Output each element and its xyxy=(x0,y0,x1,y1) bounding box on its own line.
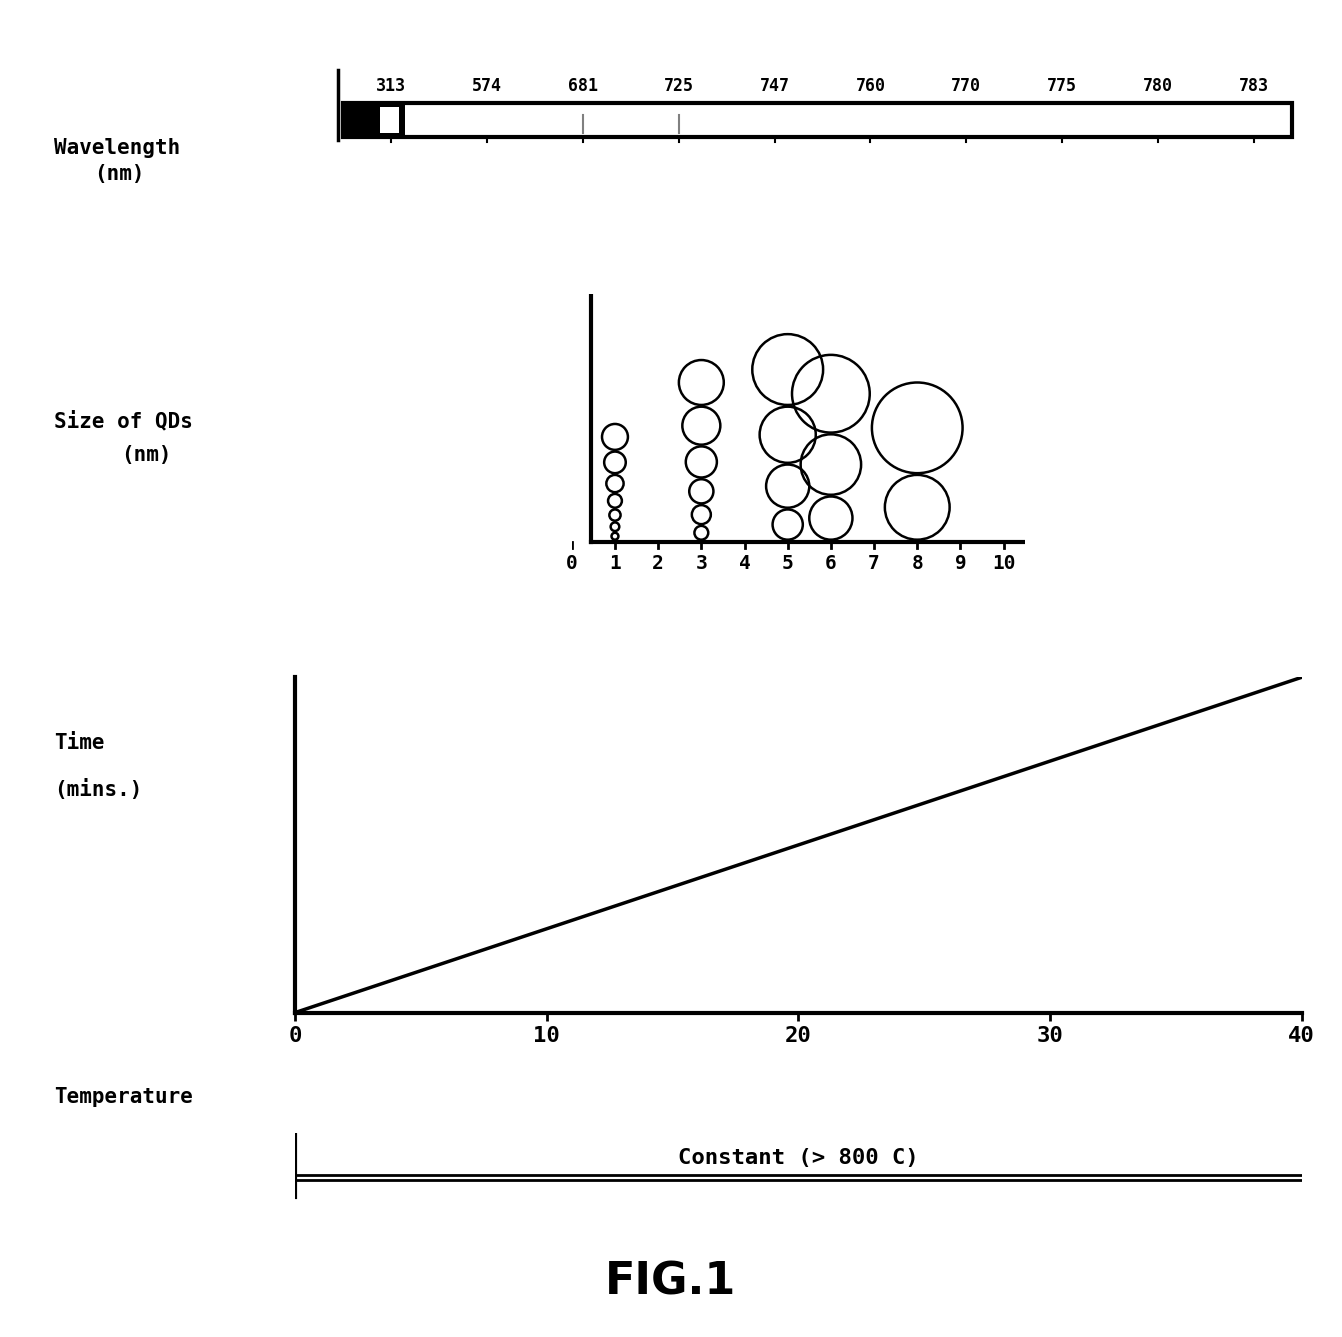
Text: 747: 747 xyxy=(760,78,789,95)
Text: 1: 1 xyxy=(609,554,621,574)
Bar xyxy=(344,103,405,136)
Text: 8: 8 xyxy=(911,554,923,574)
Text: 10: 10 xyxy=(992,554,1016,574)
Text: 4: 4 xyxy=(738,554,750,574)
Bar xyxy=(344,103,1292,136)
Text: 9: 9 xyxy=(954,554,966,574)
Text: 775: 775 xyxy=(1047,78,1078,95)
Text: 2: 2 xyxy=(652,554,664,574)
Bar xyxy=(380,107,399,134)
Text: 725: 725 xyxy=(664,78,694,95)
Text: FIG.1: FIG.1 xyxy=(605,1261,737,1304)
Text: 5: 5 xyxy=(782,554,793,574)
Text: Temperature: Temperature xyxy=(54,1087,192,1107)
Text: Time: Time xyxy=(54,733,105,753)
Text: 313: 313 xyxy=(376,78,407,95)
Text: 783: 783 xyxy=(1239,78,1268,95)
Text: 780: 780 xyxy=(1143,78,1173,95)
Text: (nm): (nm) xyxy=(94,164,145,185)
Text: 760: 760 xyxy=(855,78,886,95)
Text: 574: 574 xyxy=(472,78,502,95)
Text: 0: 0 xyxy=(566,554,577,574)
Text: 770: 770 xyxy=(951,78,981,95)
Text: (nm): (nm) xyxy=(121,445,172,465)
Text: 6: 6 xyxy=(825,554,837,574)
Text: 681: 681 xyxy=(568,78,597,95)
Text: (mins.): (mins.) xyxy=(54,778,142,800)
Text: Size of QDs: Size of QDs xyxy=(54,412,192,432)
Text: 3: 3 xyxy=(695,554,707,574)
Text: Constant (> 800 C): Constant (> 800 C) xyxy=(678,1147,919,1167)
Text: Wavelength: Wavelength xyxy=(54,138,180,158)
Text: 7: 7 xyxy=(868,554,880,574)
